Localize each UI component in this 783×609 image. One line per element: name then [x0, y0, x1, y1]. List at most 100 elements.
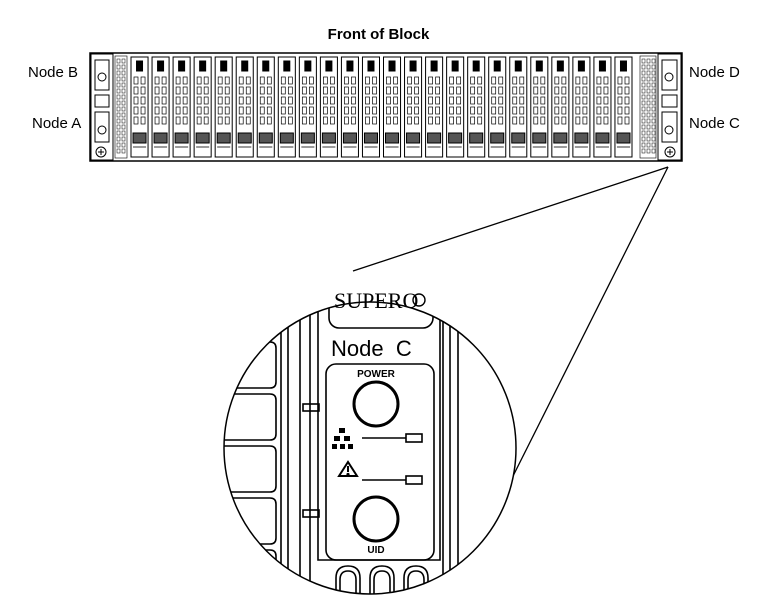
drive-bay[interactable] — [446, 56, 465, 158]
vent-hole — [116, 124, 121, 130]
network-led — [405, 433, 423, 443]
vent-hole — [121, 112, 126, 118]
left-ear — [90, 53, 114, 161]
drive-bay[interactable] — [340, 56, 359, 158]
drive-bay[interactable] — [151, 56, 170, 158]
vent-hole — [651, 88, 656, 94]
vent-hole — [646, 118, 651, 124]
drive-bay[interactable] — [509, 56, 528, 158]
vent-hole — [121, 94, 126, 100]
warning-led — [405, 475, 423, 485]
vent-hole — [121, 64, 126, 70]
power-button[interactable] — [352, 380, 400, 428]
vent-hole — [651, 82, 656, 88]
vent-hole — [641, 82, 646, 88]
vent-holes — [116, 58, 656, 154]
drive-bay[interactable] — [572, 56, 591, 158]
vent-hole — [651, 76, 656, 82]
vent-hole — [116, 64, 121, 70]
vent-hole — [646, 88, 651, 94]
drive-bay[interactable] — [593, 56, 612, 158]
vent-hole — [116, 58, 121, 64]
node-a-label: Node A — [32, 115, 82, 132]
vent-hole — [121, 76, 126, 82]
drive-bay[interactable] — [361, 56, 381, 158]
zoom-node-label: Node C — [331, 336, 412, 361]
drive-bay[interactable] — [383, 56, 402, 158]
node-c-label: Node C — [689, 115, 740, 132]
vent-hole — [121, 100, 126, 106]
vent-hole — [651, 136, 656, 142]
drive-bay[interactable] — [214, 56, 233, 158]
drive-bay[interactable] — [425, 56, 444, 158]
vent-hole — [651, 118, 656, 124]
vent-hole — [646, 76, 651, 82]
vent-hole — [646, 82, 651, 88]
zoom-rails — [280, 302, 459, 594]
vent-hole — [641, 70, 646, 76]
vent-hole — [646, 148, 651, 154]
vent-hole — [646, 142, 651, 148]
vent-hole — [651, 58, 656, 64]
vent-hole — [121, 70, 126, 76]
vent-hole — [646, 70, 651, 76]
vent-hole — [116, 100, 121, 106]
button-panel — [325, 363, 435, 561]
uid-button[interactable] — [352, 495, 400, 543]
vent-hole — [641, 142, 646, 148]
vent-hole — [651, 70, 656, 76]
node-b-label: Node B — [28, 64, 79, 81]
drive-bay[interactable] — [298, 56, 317, 158]
drive-bay[interactable] — [614, 56, 633, 158]
vent-hole — [116, 94, 121, 100]
vent-hole — [651, 148, 656, 154]
drive-bay[interactable] — [319, 56, 338, 158]
drive-bay[interactable] — [235, 56, 254, 158]
vent-hole — [646, 64, 651, 70]
drive-bay[interactable] — [256, 56, 275, 158]
brand-logo-circle — [412, 293, 426, 307]
vent-hole — [121, 130, 126, 136]
vent-hole — [641, 58, 646, 64]
drive-bay[interactable] — [488, 56, 507, 158]
drive-bay[interactable] — [172, 56, 191, 158]
drive-bay[interactable] — [467, 56, 486, 158]
drive-bay[interactable] — [551, 56, 570, 158]
vent-hole — [641, 94, 646, 100]
drive-bay[interactable] — [277, 56, 296, 158]
left-vent — [114, 55, 128, 159]
vent-hole — [641, 112, 646, 118]
vent-hole — [646, 100, 651, 106]
vent-hole — [116, 70, 121, 76]
drive-bay[interactable] — [193, 56, 212, 158]
vent-hole — [116, 118, 121, 124]
vent-hole — [646, 58, 651, 64]
vent-hole — [116, 136, 121, 142]
vent-hole — [651, 64, 656, 70]
vent-hole — [116, 76, 121, 82]
uid-label: UID — [367, 545, 384, 556]
vent-hole — [651, 124, 656, 130]
drive-bay[interactable] — [404, 56, 423, 158]
brand-plate — [328, 302, 434, 329]
vent-hole — [116, 142, 121, 148]
vent-hole — [641, 76, 646, 82]
vent-hole — [651, 112, 656, 118]
vent-hole — [121, 148, 126, 154]
callout-line-left — [352, 166, 669, 272]
vent-hole — [651, 94, 656, 100]
vent-hole — [646, 94, 651, 100]
vent-hole — [121, 82, 126, 88]
power-label: POWER — [357, 369, 396, 380]
vent-hole — [646, 130, 651, 136]
vent-hole — [116, 148, 121, 154]
bottom-handles — [335, 565, 429, 594]
drive-bay[interactable] — [530, 56, 549, 158]
vent-hole — [651, 130, 656, 136]
vent-hole — [641, 88, 646, 94]
drive-bay[interactable] — [130, 56, 149, 158]
vent-hole — [121, 142, 126, 148]
vent-hole — [121, 106, 126, 112]
vent-hole — [121, 124, 126, 130]
